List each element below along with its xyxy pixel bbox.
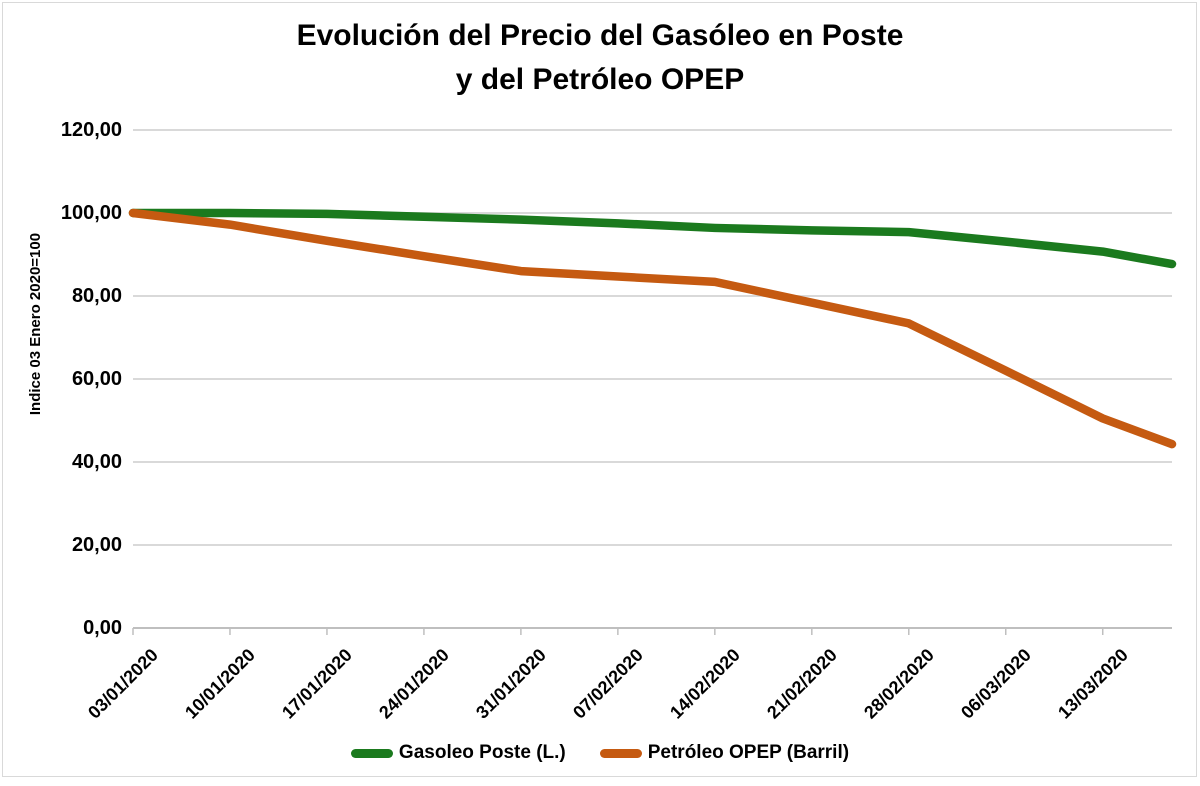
legend-line-swatch-orange: [599, 748, 642, 758]
chart-title-line-1: Evolución del Precio del Gasóleo en Post…: [296, 19, 904, 52]
y-axis-title: Indice 03 Enero 2020=100: [27, 232, 44, 416]
legend-label-opep: Petróleo OPEP (Barril): [647, 742, 850, 763]
series-line-gasoleo: [128, 208, 1177, 269]
legend-entry-opep: Petróleo OPEP (Barril): [599, 742, 850, 764]
legend: Gasoleo Poste (L.) Petróleo OPEP (Barril…: [0, 742, 1200, 764]
legend-label-gasoleo: Gasoleo Poste (L.): [398, 742, 566, 763]
series-line-opep: [128, 208, 1177, 449]
y-tick-label-100,00: 100,00: [60, 202, 122, 224]
chart-title: Evolución del Precio del Gasóleo en Post…: [0, 14, 1200, 102]
chart-title-line-2: y del Petróleo OPEP: [455, 63, 745, 96]
y-tick-label-120,00: 120,00: [60, 119, 122, 141]
y-tick-label-20,00: 20,00: [71, 534, 122, 556]
legend-line-swatch-green: [350, 748, 393, 758]
y-tick-label-40,00: 40,00: [71, 451, 122, 473]
y-tick-label-80,00: 80,00: [71, 285, 122, 307]
legend-entry-gasoleo: Gasoleo Poste (L.): [350, 742, 566, 764]
y-tick-label-60,00: 60,00: [71, 368, 122, 390]
y-tick-label-0,00: 0,00: [83, 617, 122, 639]
